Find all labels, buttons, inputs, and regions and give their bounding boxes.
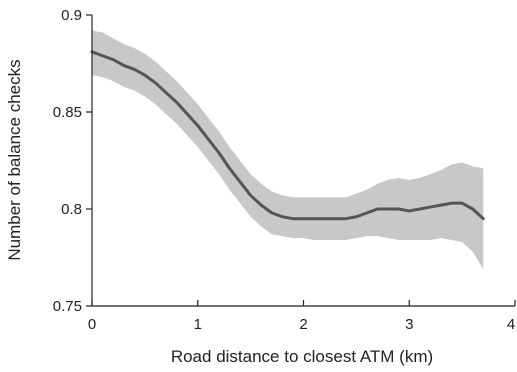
series-line (90, 50, 485, 221)
y-tick-label: 0.8 (61, 201, 82, 218)
x-tick-label: 1 (194, 316, 202, 333)
y-axis-label: Number of balance checks (5, 59, 24, 260)
y-ticks: 0.75 0.8 0.85 0.9 (53, 7, 92, 315)
x-tick-label: 4 (507, 316, 515, 333)
y-tick-label: 0.75 (53, 298, 82, 315)
y-tick-label: 0.9 (61, 7, 82, 24)
x-tick-label: 3 (405, 316, 413, 333)
x-tick-label: 0 (88, 316, 96, 333)
x-axis-label: Road distance to closest ATM (km) (171, 347, 433, 366)
confidence-band (92, 30, 484, 270)
x-ticks: 0 1 2 3 4 (88, 300, 516, 333)
y-tick-label: 0.85 (53, 104, 82, 121)
x-tick-label: 2 (299, 316, 307, 333)
